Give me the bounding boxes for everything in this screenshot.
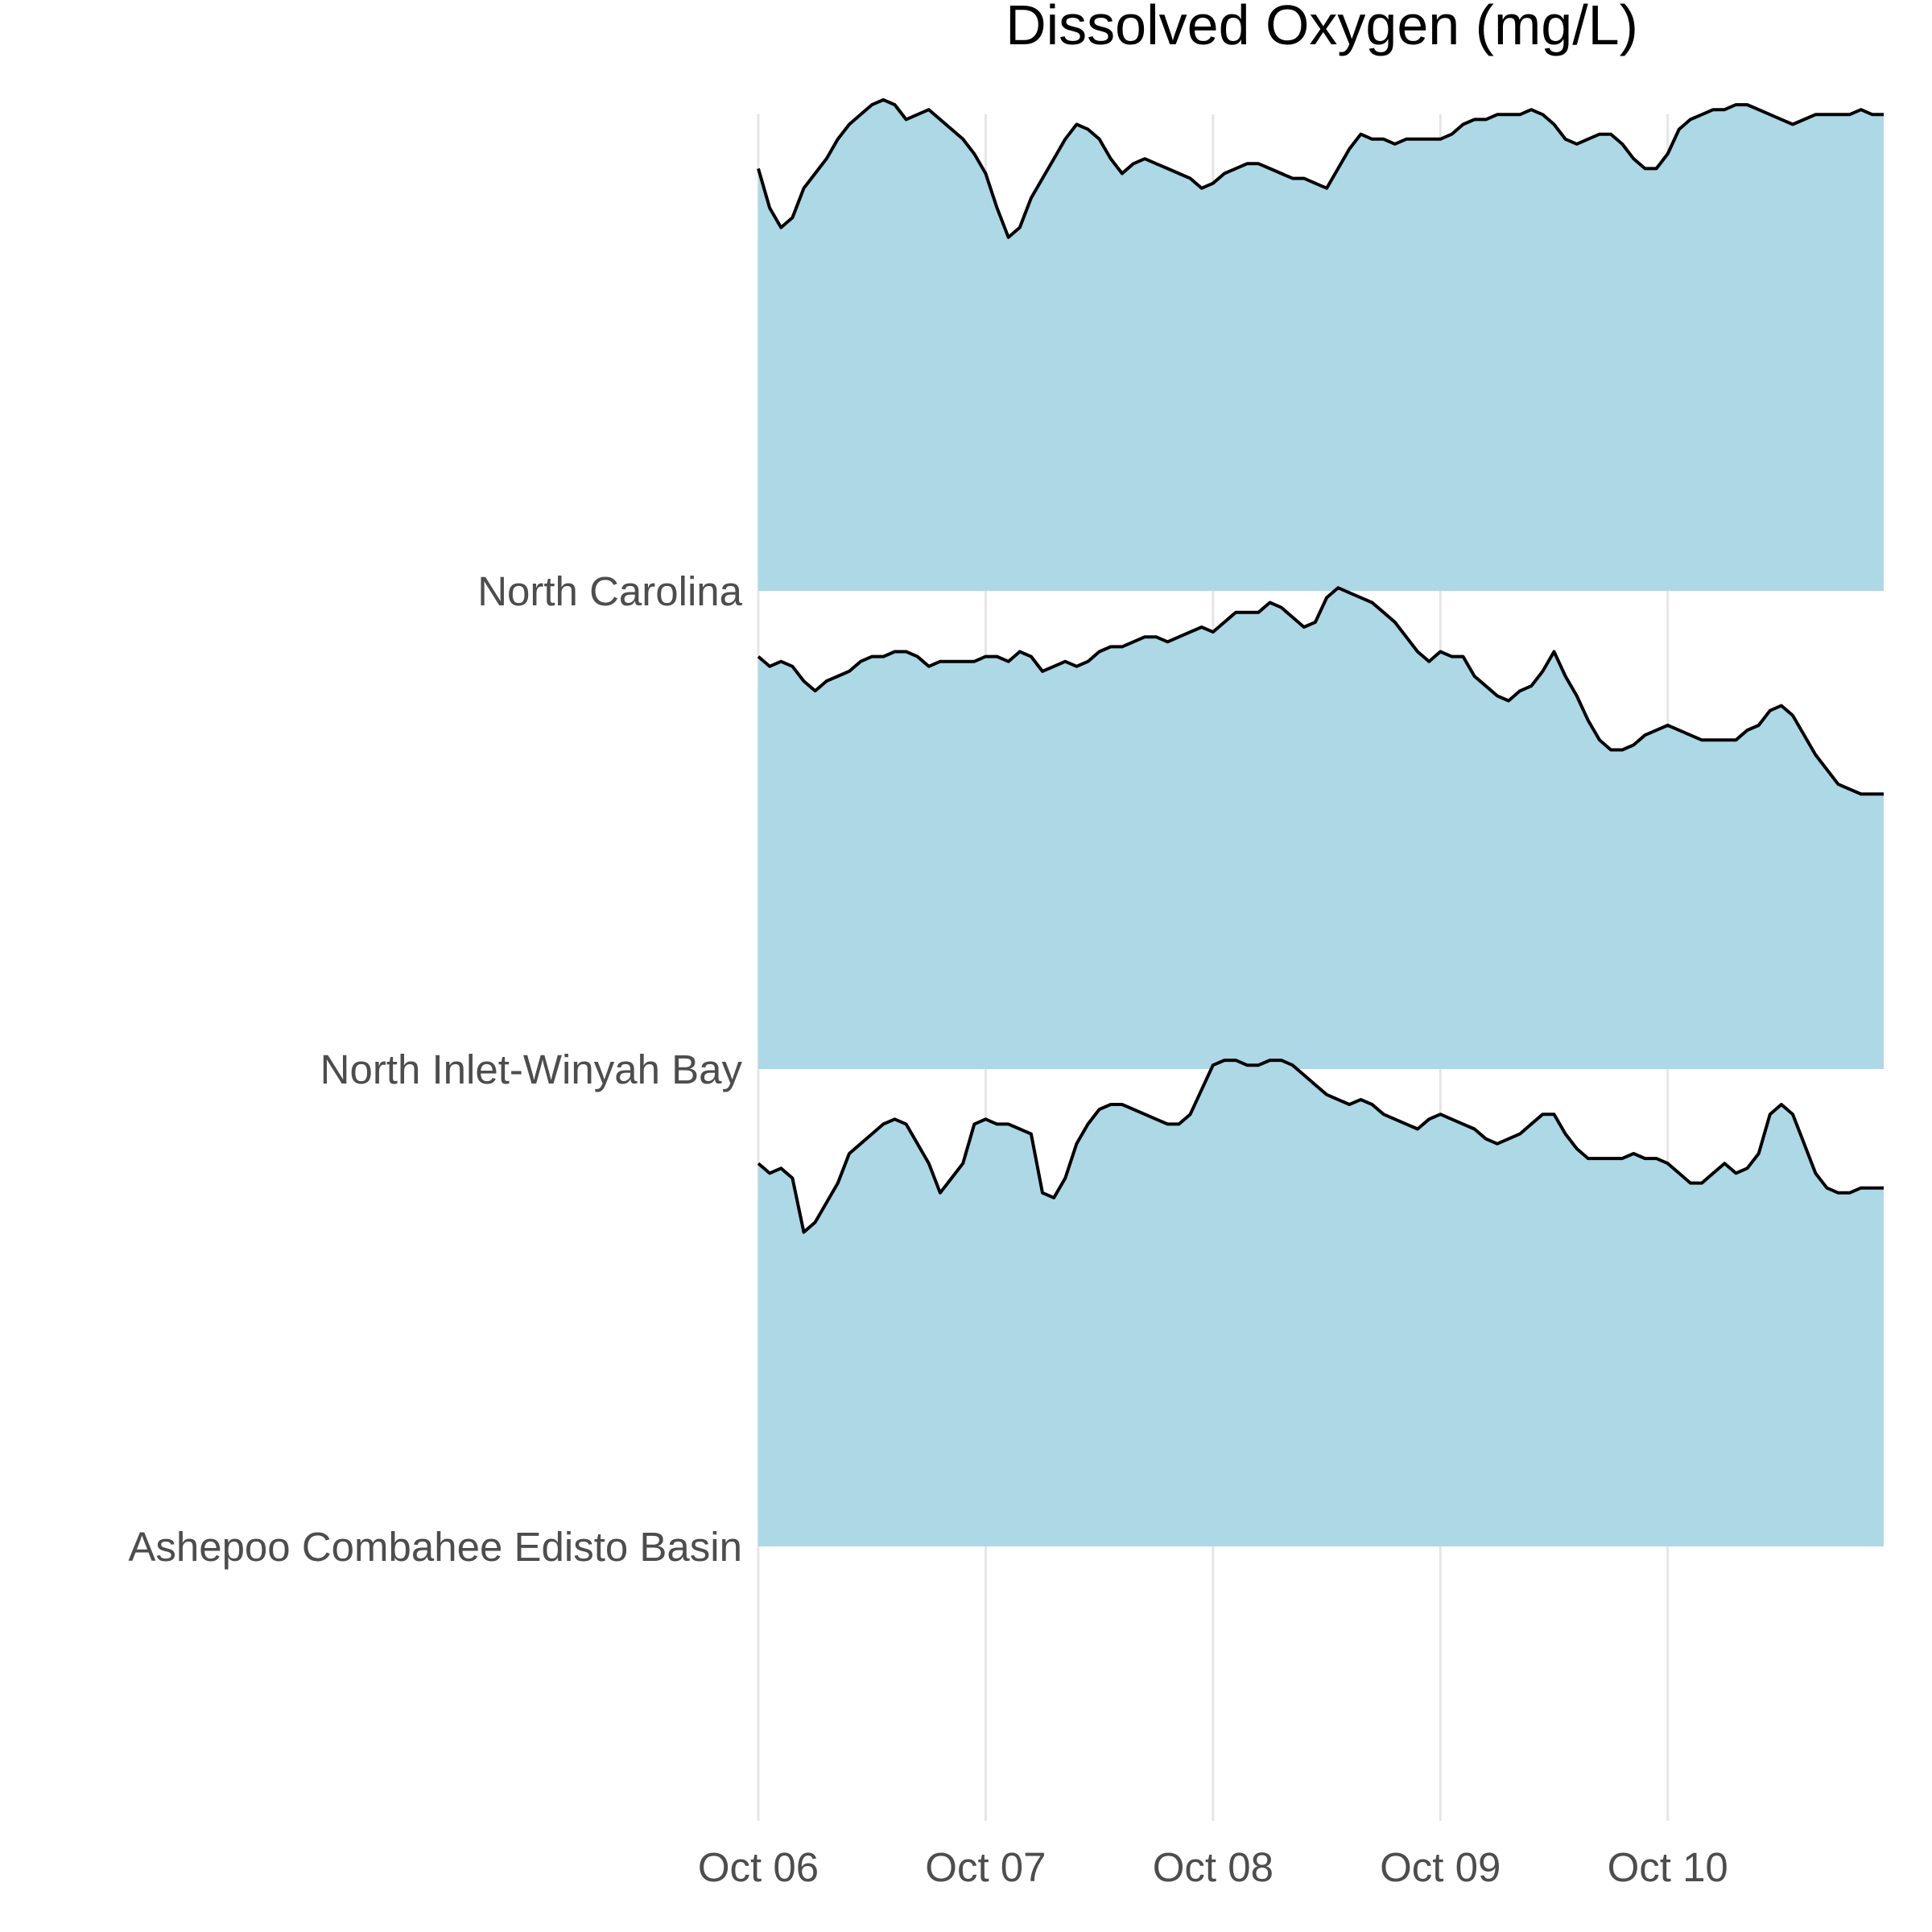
x-tick-label: Oct 10 <box>1608 1844 1728 1890</box>
y-axis-labels: North Carolina North Inlet-Winyah Bay Ashe… <box>128 568 742 1570</box>
x-tick-label: Oct 07 <box>925 1844 1046 1890</box>
ridge-line <box>757 98 1884 239</box>
ridge-area <box>758 1060 1884 1546</box>
ridge-line <box>757 1059 1884 1234</box>
series-label: Ashepoo Combahee Edisto Basin <box>128 1524 742 1570</box>
x-tick-label: Oct 08 <box>1153 1844 1274 1890</box>
chart-title: Dissolved Oxygen (mg/L) <box>1005 0 1638 56</box>
ridge-area <box>758 588 1884 1069</box>
ridges <box>757 98 1884 1546</box>
series-label: North Carolina <box>477 568 742 614</box>
ridge-line <box>757 586 1884 796</box>
x-tick-label: Oct 06 <box>698 1844 819 1890</box>
series-label: North Inlet-Winyah Bay <box>320 1046 743 1092</box>
x-axis-tick-labels: Oct 06 Oct 07 Oct 08 Oct 09 Oct 10 <box>698 1844 1728 1890</box>
x-tick-label: Oct 09 <box>1380 1844 1501 1890</box>
ridge-area <box>758 100 1884 591</box>
